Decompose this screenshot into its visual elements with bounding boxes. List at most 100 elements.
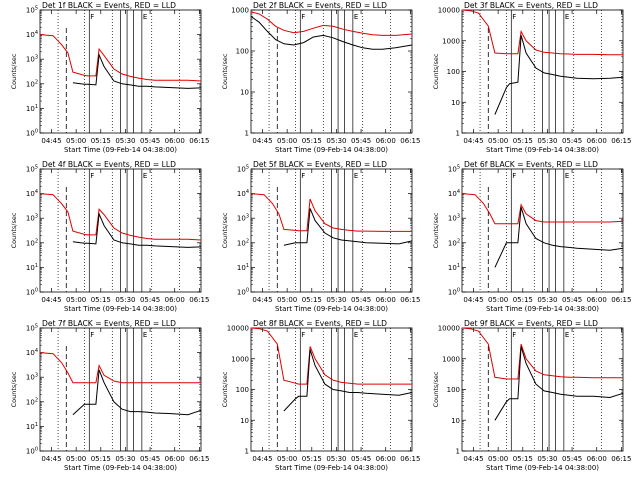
marker-e-label: E (143, 331, 147, 339)
lld-series-line (39, 34, 202, 82)
y-tick-label: 101 (26, 422, 38, 431)
x-tick-label: 05:00 (488, 137, 508, 145)
marker-e-label: E (143, 13, 147, 21)
lld-series-line (250, 11, 413, 36)
y-tick-label: 101 (26, 104, 38, 113)
y-tick-label: 10 (451, 417, 460, 425)
x-tick-label: 04:45 (252, 296, 272, 304)
x-tick-label: 05:30 (115, 137, 135, 145)
panel-title: Det 7f BLACK = Events, RED = LLD (42, 319, 176, 328)
x-tick-label: 04:45 (252, 455, 272, 463)
y-axis-label: Counts/sec (10, 53, 18, 89)
x-tick-label: 05:15 (513, 455, 533, 463)
x-tick-label: 06:00 (587, 455, 607, 463)
y-tick-label: 105 (26, 165, 38, 174)
y-tick-label: 104 (448, 189, 460, 198)
x-tick-label: 04:45 (41, 137, 61, 145)
x-tick-label: 05:30 (326, 137, 346, 145)
x-tick-label: 05:00 (277, 296, 297, 304)
events-series-line (494, 346, 624, 421)
panel-title: Det 9f BLACK = Events, RED = LLD (464, 319, 598, 328)
y-tick-label: 101 (448, 263, 460, 272)
x-tick-label: 05:00 (66, 296, 86, 304)
panel-det-7f: Det 7f BLACK = Events, RED = LLD F E 100 101… (10, 319, 209, 472)
x-tick-label: 05:45 (562, 296, 582, 304)
x-axis-label: Start Time (09-Feb-14 04:38:00) (64, 464, 177, 472)
x-tick-label: 06:00 (587, 137, 607, 145)
y-tick-label: 1 (456, 130, 460, 138)
marker-f-label: F (90, 172, 94, 180)
x-tick-label: 05:30 (326, 455, 346, 463)
lld-series-line (250, 327, 412, 385)
y-axis-label: Counts/sec (221, 212, 229, 248)
y-tick-label: 100 (26, 288, 38, 297)
panel-det-2f: Det 2f BLACK = Events, RED = LLD F E 1 10 100… (221, 1, 420, 154)
x-tick-label: 05:30 (326, 296, 346, 304)
x-tick-label: 05:00 (488, 296, 508, 304)
x-tick-label: 05:30 (115, 455, 135, 463)
x-axis-label: Start Time (09-Feb-14 04:38:00) (486, 305, 599, 313)
x-tick-label: 06:15 (189, 137, 209, 145)
x-tick-label: 05:15 (91, 137, 111, 145)
marker-f-label: F (301, 13, 305, 21)
x-tick-label: 04:45 (252, 137, 272, 145)
x-tick-label: 05:15 (91, 455, 111, 463)
y-tick-label: 105 (448, 165, 460, 174)
marker-f-label: F (301, 172, 305, 180)
y-tick-label: 102 (26, 79, 38, 88)
y-tick-label: 1 (245, 130, 249, 138)
x-tick-label: 05:45 (562, 455, 582, 463)
y-tick-label: 100 (448, 288, 460, 297)
y-tick-label: 103 (448, 214, 460, 223)
y-tick-label: 1000 (442, 355, 460, 363)
x-tick-label: 06:00 (376, 455, 396, 463)
x-tick-label: 04:45 (463, 137, 483, 145)
lld-series-line (461, 327, 623, 380)
marker-f-label: F (512, 331, 516, 339)
y-tick-label: 10000 (438, 325, 460, 333)
x-axis-label: Start Time (09-Feb-14 04:38:00) (486, 464, 599, 472)
marker-e-label: E (143, 172, 147, 180)
x-tick-label: 05:00 (277, 455, 297, 463)
y-tick-label: 103 (26, 373, 38, 382)
y-axis-label: Counts/sec (432, 371, 440, 407)
marker-e-label: E (354, 172, 358, 180)
y-tick-label: 100 (236, 48, 249, 56)
panel-det-1f: Det 1f BLACK = Events, RED = LLD F E 100 101… (10, 1, 209, 154)
x-tick-label: 06:15 (400, 296, 420, 304)
x-tick-label: 05:30 (115, 296, 135, 304)
y-tick-label: 102 (26, 397, 38, 406)
lld-series-line (39, 352, 201, 384)
x-tick-label: 05:30 (537, 455, 557, 463)
panel-det-6f: Det 6f BLACK = Events, RED = LLD F E 100 101… (432, 160, 631, 313)
events-series-line (494, 207, 624, 268)
x-axis-label: Start Time (09-Feb-14 04:38:00) (275, 305, 388, 313)
x-tick-label: 06:15 (611, 296, 631, 304)
y-tick-label: 1000 (231, 355, 249, 363)
y-tick-label: 104 (26, 348, 38, 357)
y-tick-label: 1 (245, 448, 249, 456)
marker-e-label: E (565, 331, 569, 339)
events-series-line (72, 211, 202, 248)
y-tick-label: 102 (448, 238, 460, 247)
marker-f-label: F (512, 13, 516, 21)
x-tick-label: 05:00 (66, 455, 86, 463)
x-tick-label: 06:15 (189, 296, 209, 304)
panel-title: Det 4f BLACK = Events, RED = LLD (42, 160, 176, 169)
marker-f-label: F (90, 331, 94, 339)
x-tick-label: 05:00 (66, 137, 86, 145)
marker-f-label: F (512, 172, 516, 180)
y-tick-label: 102 (26, 238, 38, 247)
lld-series-line (250, 193, 412, 232)
y-tick-label: 100 (26, 129, 38, 138)
events-series-line (72, 52, 202, 89)
x-axis-label: Start Time (09-Feb-14 04:38:00) (486, 146, 599, 154)
panel-title: Det 6f BLACK = Events, RED = LLD (464, 160, 598, 169)
x-axis-label: Start Time (09-Feb-14 04:38:00) (64, 305, 177, 313)
y-axis-label: Counts/sec (10, 371, 18, 407)
y-tick-label: 104 (26, 30, 38, 39)
y-tick-label: 1 (456, 448, 460, 456)
y-tick-label: 101 (237, 263, 249, 272)
x-tick-label: 05:45 (562, 137, 582, 145)
x-tick-label: 05:00 (488, 455, 508, 463)
